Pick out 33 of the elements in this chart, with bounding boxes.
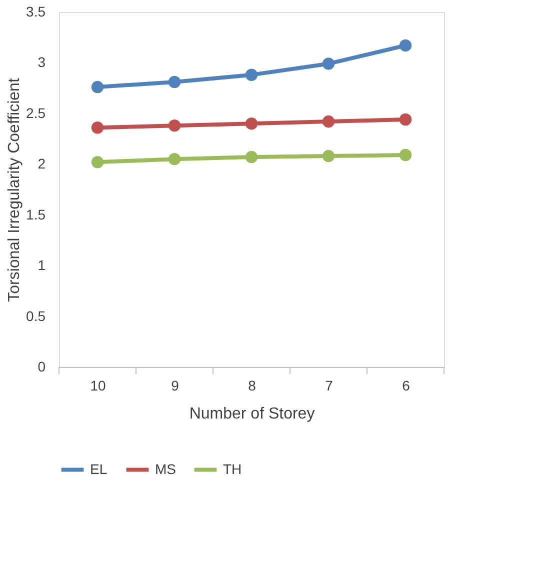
x-tick-label: 6: [402, 378, 410, 394]
point: [322, 115, 335, 128]
point: [168, 76, 181, 88]
point: [245, 150, 258, 164]
point: [245, 117, 258, 130]
point: [168, 152, 181, 166]
point: [168, 119, 181, 132]
point: [399, 113, 412, 126]
point: [91, 122, 104, 134]
legend-label: TH: [223, 460, 242, 477]
y-axis-title: Torsional Irregularity Coefficient: [6, 78, 24, 302]
y-tick-label: 0: [38, 358, 46, 374]
y-tick-label: 2.5: [26, 104, 46, 121]
y-tick-label: 0.5: [26, 308, 46, 324]
x-tick-label: 9: [171, 378, 180, 394]
y-tick-label: 3: [38, 54, 46, 70]
point: [245, 68, 258, 81]
y-tick-label: 1: [38, 257, 46, 274]
point: [399, 148, 412, 162]
legend-label: EL: [90, 460, 108, 477]
y-tick-label: 1.5: [26, 206, 46, 222]
point: [399, 39, 412, 52]
y-tick-label: 2: [38, 156, 46, 172]
point: [322, 58, 335, 70]
x-tick-label: 7: [325, 378, 334, 394]
legend-label: MS: [155, 460, 176, 477]
x-tick-label: 8: [248, 378, 256, 394]
y-tick-label: 3.5: [26, 4, 46, 20]
point: [91, 156, 104, 168]
point: [91, 80, 104, 94]
x-tick-label: 10: [90, 378, 106, 394]
x-axis-title: Number of Storey: [189, 406, 315, 422]
point: [322, 150, 335, 162]
